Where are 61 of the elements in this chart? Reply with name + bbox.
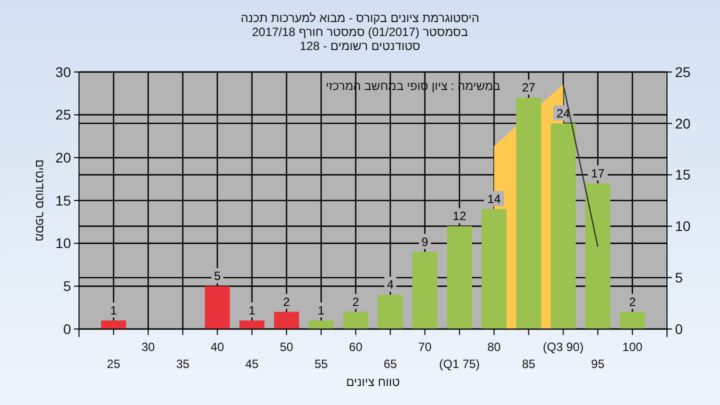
x-tick-label: 60 [349, 340, 363, 354]
data-label: 2 [352, 294, 360, 309]
y-tick-label: 0 [63, 320, 72, 337]
x-axis-title: טווח ציונים [346, 375, 400, 390]
bar [446, 226, 472, 329]
data-label: 27 [522, 80, 536, 95]
x-tick-label: 95 [591, 357, 605, 372]
x-tick-label: 80 [487, 340, 502, 354]
data-label: 14 [487, 192, 502, 206]
data-label: 2 [629, 294, 636, 309]
data-label: 9 [422, 234, 429, 249]
bar [412, 252, 438, 329]
chart-title: היסטוגרמת ציונים בקורס - מבוא למערכות תכנה [240, 11, 480, 25]
data-label: 1 [110, 303, 118, 318]
bar [239, 320, 264, 329]
bar [482, 209, 507, 329]
x-tick-label: 30 [141, 340, 156, 354]
bar [585, 183, 610, 329]
y2-tick-label: 15 [675, 166, 691, 183]
y-tick-label: 10 [55, 235, 72, 252]
y2-tick-label: 5 [675, 270, 683, 286]
x-tick-label: (Q3 90) [542, 340, 584, 354]
bar [516, 98, 542, 329]
data-label: 4 [386, 278, 394, 292]
x-tick-label: 100 [622, 340, 643, 354]
x-tick-label: 70 [418, 340, 432, 354]
bar [620, 312, 645, 329]
data-label: 2 [283, 294, 290, 309]
bar [308, 320, 334, 329]
data-label: 24 [556, 106, 570, 120]
x-tick-label: 45 [245, 357, 259, 372]
x-tick-label: (Q1 75) [439, 357, 480, 372]
x-tick-label: 65 [384, 357, 398, 372]
x-tick-label: 35 [176, 357, 190, 372]
x-tick-label: 85 [522, 357, 536, 372]
chart-subtitle: בסמסטר (01/2017) סמסטר חורף 2017/18 סטודנטים רשומים - 128 [252, 25, 468, 53]
data-label: 1 [318, 303, 325, 318]
bar [378, 294, 403, 329]
y-axis-title: מספר סטודנטים [33, 159, 47, 242]
data-label: 5 [214, 269, 222, 284]
bar [204, 286, 230, 329]
y2-tick-label: 25 [675, 64, 691, 80]
y-tick-label: 20 [55, 150, 72, 166]
data-label: 1 [248, 303, 256, 318]
bar [101, 320, 126, 329]
x-tick-label: 25 [106, 357, 121, 372]
y-tick-label: 15 [55, 192, 72, 208]
data-label: 12 [452, 209, 466, 224]
x-tick-label: 55 [314, 357, 328, 372]
y2-tick-label: 10 [675, 218, 691, 234]
y2-tick-label: 20 [675, 115, 691, 132]
x-tick-label: 50 [280, 340, 294, 354]
bar [274, 312, 300, 329]
x-tick-label: 40 [210, 340, 224, 354]
data-label: 17 [591, 166, 605, 180]
y2-tick-label: 0 [675, 320, 683, 337]
bar [550, 123, 576, 329]
y-tick-label: 30 [55, 64, 72, 80]
bar [343, 312, 368, 329]
y-tick-label: 5 [63, 278, 72, 294]
y-tick-label: 25 [55, 106, 72, 123]
